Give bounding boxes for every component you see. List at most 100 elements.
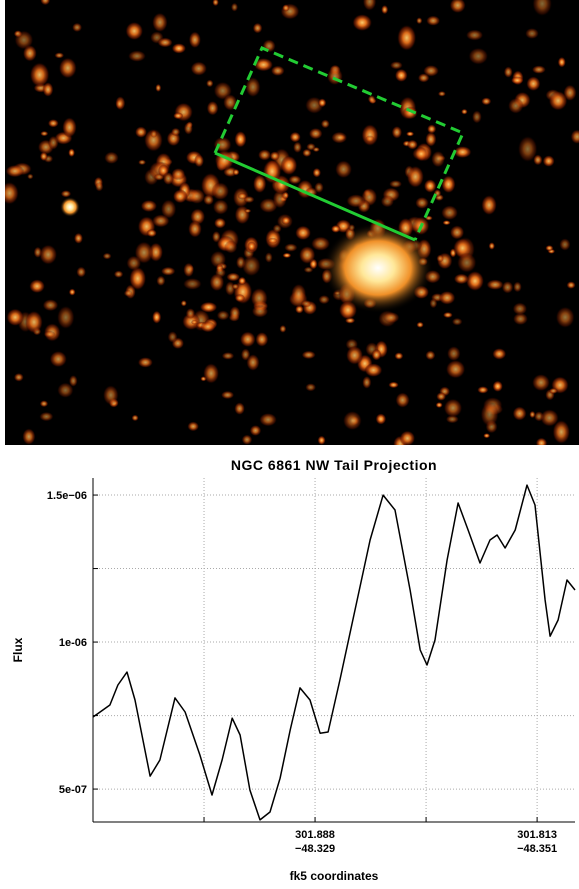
emission-blob (183, 278, 202, 290)
emission-blob (513, 406, 527, 420)
emission-blob (27, 174, 33, 180)
emission-blob (69, 289, 76, 296)
x-tick-label: 301.813 (517, 829, 557, 841)
emission-blob (104, 152, 119, 165)
emission-blob (43, 299, 59, 311)
emission-blob (235, 294, 245, 302)
emission-blob (429, 298, 437, 308)
emission-blob (0, 182, 19, 205)
emission-blob (72, 23, 82, 32)
emission-blob (425, 350, 435, 360)
emission-blob (244, 209, 251, 213)
emission-blob (416, 17, 422, 24)
emission-blob (156, 276, 165, 287)
emission-blob (400, 431, 416, 447)
emission-blob (57, 382, 74, 398)
emission-blob (211, 182, 229, 200)
emission-blob (150, 130, 157, 138)
x-tick-label: −48.351 (517, 843, 557, 855)
emission-blob (74, 233, 83, 244)
emission-blob (135, 126, 147, 138)
emission-blob (128, 50, 146, 62)
emission-blob (444, 399, 463, 418)
emission-blob (318, 295, 330, 304)
emission-blob (183, 263, 194, 278)
emission-blob (556, 307, 575, 329)
emission-blob (335, 160, 352, 178)
x-tick-label: 301.888 (295, 829, 335, 841)
emission-blob (388, 382, 399, 389)
emission-blob (279, 325, 286, 333)
emission-blob (221, 391, 234, 399)
emission-blob (138, 357, 153, 368)
y-tick-label: 1e-06 (59, 637, 87, 649)
emission-blob (318, 436, 326, 445)
emission-blob (258, 149, 271, 160)
emission-blob (281, 156, 298, 176)
emission-blob (302, 351, 316, 360)
emission-blob (305, 383, 316, 391)
emission-blob (188, 220, 202, 238)
emission-blob (368, 95, 376, 103)
emission-blob (76, 267, 86, 278)
emission-blob (559, 238, 570, 251)
emission-blob (206, 80, 213, 88)
emission-blob (207, 101, 219, 116)
emission-blob (173, 112, 183, 119)
emission-blob (40, 152, 48, 161)
x-tick-label: −48.329 (295, 843, 335, 855)
emission-blob (282, 253, 291, 258)
emission-blob (549, 388, 558, 394)
emission-blob (443, 220, 451, 225)
emission-blob (466, 271, 484, 291)
emission-blob (39, 244, 57, 264)
emission-blob (526, 76, 540, 91)
emission-blob (481, 195, 497, 215)
emission-blob (552, 420, 570, 444)
emission-blob (529, 411, 535, 418)
emission-blob (247, 241, 256, 251)
emission-blob (450, 225, 465, 239)
emission-blob (62, 117, 77, 138)
emission-blob (194, 154, 204, 167)
emission-blob (309, 128, 323, 140)
emission-blob (29, 279, 45, 293)
emission-blob (157, 38, 173, 48)
emission-blob (246, 354, 259, 371)
emission-blob (416, 322, 423, 328)
emission-blob (477, 386, 488, 394)
emission-blob (536, 438, 548, 449)
emission-blob (331, 132, 347, 144)
emission-blob (214, 218, 226, 229)
emission-blob (203, 363, 219, 384)
emission-blob (427, 124, 436, 133)
emission-blob (251, 288, 268, 309)
emission-blob (59, 57, 77, 78)
emission-blob (181, 300, 187, 306)
emission-blob (352, 14, 372, 31)
emission-blob (39, 412, 53, 422)
emission-blob (44, 331, 56, 338)
emission-blob (232, 283, 239, 289)
emission-blob (436, 254, 443, 262)
xray-image (0, 0, 579, 452)
emission-blob (284, 243, 298, 252)
emission-blob (331, 225, 341, 233)
emission-blob (238, 193, 248, 200)
emission-blob (439, 291, 456, 305)
y-tick-label: 5e-07 (59, 784, 87, 796)
emission-blob (48, 136, 59, 150)
emission-blob (533, 154, 542, 165)
emission-blob (486, 279, 504, 290)
emission-blob (209, 273, 224, 291)
emission-blob (441, 175, 455, 193)
emission-blob (141, 200, 158, 212)
emission-blob (390, 61, 403, 69)
emission-blob (313, 168, 322, 178)
emission-blob (549, 91, 568, 111)
emission-blob (425, 132, 436, 147)
emission-blob (372, 349, 382, 361)
emission-blob (492, 348, 506, 360)
emission-blob (489, 242, 495, 250)
emission-blob (222, 352, 235, 360)
